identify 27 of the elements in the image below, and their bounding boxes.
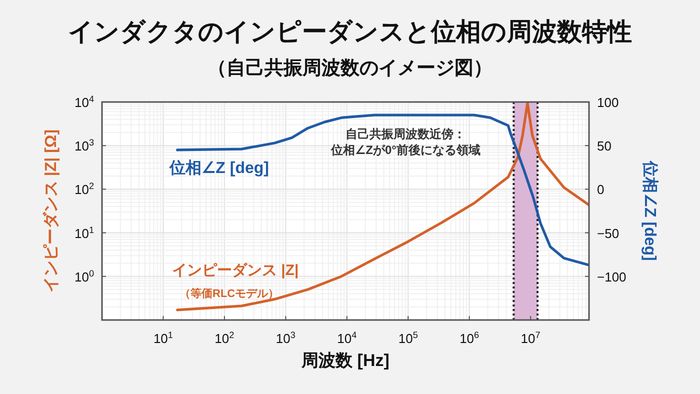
y-axis-title: インピーダンス |Z| [Ω] (42, 129, 60, 293)
x-tick-label: 10$^{4}$ (337, 330, 357, 346)
x-tick-label: 10$^{7}$ (520, 330, 540, 346)
x-tick-label: 10$^{3}$ (276, 330, 296, 346)
y-tick-label: 10$^{2}$ (74, 181, 94, 198)
y-tick-label: 10$^{0}$ (74, 268, 94, 284)
annotation: 自己共振周波数近傍： (346, 127, 466, 141)
chart-title: インダクタのインピーダンスと位相の周波数特性 (68, 18, 632, 46)
y2-axis-title: 位相∠Z [deg] (641, 160, 659, 261)
x-tick-label: 10$^{2}$ (214, 330, 234, 346)
y2-tick-label: 50 (597, 138, 612, 154)
y2-tick-label: −50 (597, 226, 620, 241)
series-label: インピーダンス |Z| (172, 262, 299, 279)
y-tick-label: 10$^{1}$ (74, 224, 94, 241)
x-axis-title: 周波数 [Hz] (300, 351, 390, 370)
annotation: （等価RLCモデル） (180, 287, 280, 300)
y2-tick-label: 0 (597, 182, 604, 198)
y-tick-label: 10$^{3}$ (74, 138, 94, 154)
x-tick-label: 10$^{6}$ (460, 330, 480, 346)
annotation: 位相∠Zが0°前後になる領域 (330, 143, 480, 157)
series-label: 位相∠Z [deg] (168, 158, 270, 177)
y2-tick-label: 100 (597, 95, 619, 110)
y-tick-label: 10$^{4}$ (74, 94, 94, 110)
chart-subtitle: （自己共振周波数のイメージ図） (208, 57, 492, 79)
x-tick-label: 10$^{5}$ (398, 330, 418, 346)
y2-tick-label: −100 (597, 269, 626, 284)
x-tick-label: 10$^{1}$ (153, 330, 173, 346)
